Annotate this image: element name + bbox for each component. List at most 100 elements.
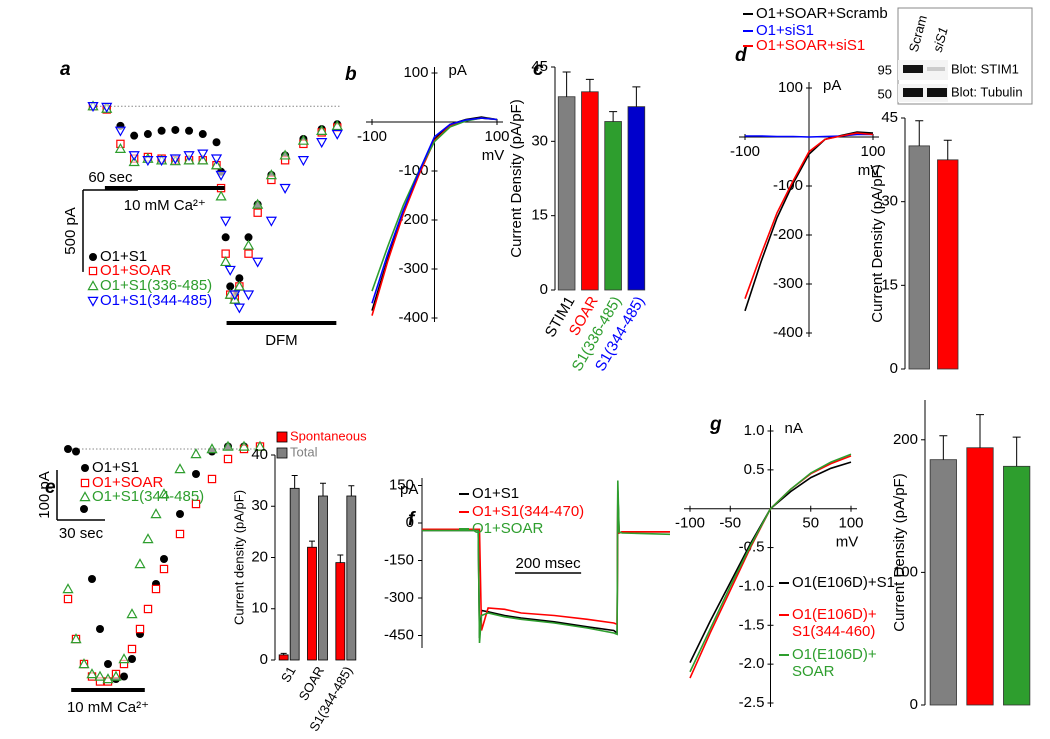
legend-symbol	[88, 266, 98, 276]
data-point	[159, 564, 169, 574]
y-axis-label: Current Density (pA/pF)	[869, 164, 886, 322]
bar	[937, 159, 959, 370]
annotation: 10 mM Ca²⁺	[67, 699, 149, 716]
data-point	[220, 216, 232, 227]
legend-label: O1+SOAR	[472, 520, 543, 537]
data-point	[135, 624, 145, 634]
iv-curve	[689, 453, 852, 673]
data-point	[197, 149, 209, 160]
legend-symbol	[87, 280, 99, 291]
data-point	[242, 290, 255, 301]
data-point	[242, 239, 255, 250]
legend-label: O1(E106D)+ SOAR	[792, 646, 877, 680]
y-tick-label: 0	[260, 651, 268, 668]
mw-marker: 95	[878, 62, 892, 77]
data-point	[235, 274, 244, 283]
bar	[307, 546, 317, 661]
data-point	[207, 474, 217, 484]
legend-symbol	[79, 491, 91, 502]
data-point	[198, 130, 207, 139]
data-point	[297, 156, 310, 167]
data-point	[127, 644, 137, 654]
error-bar	[309, 540, 315, 548]
legend-label: O1+S1(344-470)	[472, 503, 584, 520]
legend-label: O1+S1(344-485)	[92, 488, 204, 505]
y-tick-label: 30	[531, 132, 548, 149]
y-axis-label: Current Density (pA/pF)	[891, 473, 908, 631]
scale-label: 500 pA	[62, 207, 79, 255]
x-tick-label: 100	[838, 515, 863, 532]
data-point	[101, 102, 113, 113]
legend-label: O1+SOAR	[92, 474, 163, 491]
y-tick-label: 0	[910, 696, 918, 713]
legend-symbol	[80, 478, 90, 488]
iv-curve	[371, 117, 498, 304]
data-point	[134, 558, 146, 569]
data-point	[190, 448, 202, 459]
data-point	[244, 233, 253, 242]
y-axis-label: Current density (pA/pF)	[231, 490, 246, 625]
x-tick-label: 100	[860, 143, 885, 160]
panel-label: c	[533, 59, 544, 80]
data-point	[192, 470, 200, 478]
scale-label: 30 sec	[59, 525, 104, 542]
data-point	[316, 138, 328, 149]
error-bar	[280, 652, 287, 655]
bar	[929, 459, 957, 706]
band	[927, 88, 947, 97]
error-bar	[943, 139, 952, 160]
y-tick-label: 0	[890, 360, 898, 377]
y-axis-label: nA	[785, 420, 803, 437]
y-tick-label: 40	[251, 446, 268, 463]
data-point	[331, 129, 343, 140]
error-bar	[291, 475, 298, 489]
data-point	[64, 445, 72, 453]
data-point	[70, 633, 82, 644]
data-point	[210, 159, 223, 170]
data-point	[222, 440, 234, 451]
bar	[581, 91, 599, 291]
y-tick-label: -2.0	[739, 655, 765, 672]
bar	[557, 96, 576, 291]
error-bar	[939, 435, 948, 460]
data-point	[63, 594, 73, 604]
data-point	[150, 508, 162, 519]
annotation: DFM	[265, 332, 298, 349]
legend-label: O1+S1(336-485)	[100, 277, 212, 294]
error-bar	[348, 485, 355, 496]
error-bar	[915, 120, 924, 146]
x-tick-label: -100	[675, 515, 705, 532]
data-point	[265, 169, 278, 180]
data-point	[331, 120, 343, 131]
legend-label: O1+S1	[92, 459, 139, 476]
scale-label: 100 pA	[36, 471, 53, 519]
bar	[966, 447, 994, 706]
y-tick-label: 1.0	[744, 422, 765, 439]
band-label: Blot: STIM1	[951, 61, 1019, 76]
y-tick-label: 45	[531, 58, 548, 75]
bar	[1003, 465, 1031, 706]
data-point	[185, 126, 194, 135]
data-point	[221, 233, 230, 242]
data-point	[126, 608, 138, 619]
y-tick-label: 100	[893, 563, 918, 580]
y-tick-label: 0.5	[744, 461, 765, 478]
x-axis-label: mV	[858, 162, 881, 179]
y-tick-label: -150	[384, 551, 414, 568]
panel-label: e	[45, 477, 56, 498]
data-point	[62, 583, 74, 594]
y-tick-label: -400	[773, 324, 803, 341]
x-tick-label: S1	[278, 664, 299, 685]
data-point	[110, 670, 122, 681]
mw-marker: 50	[878, 86, 892, 101]
data-point	[128, 156, 140, 167]
y-tick-label: -1.5	[739, 616, 765, 633]
data-point	[215, 170, 227, 181]
data-point	[155, 156, 168, 167]
error-bar	[632, 86, 641, 107]
data-point	[176, 510, 184, 518]
x-tick-label: 50	[802, 515, 819, 532]
data-point	[130, 131, 139, 140]
error-bar	[337, 554, 344, 563]
